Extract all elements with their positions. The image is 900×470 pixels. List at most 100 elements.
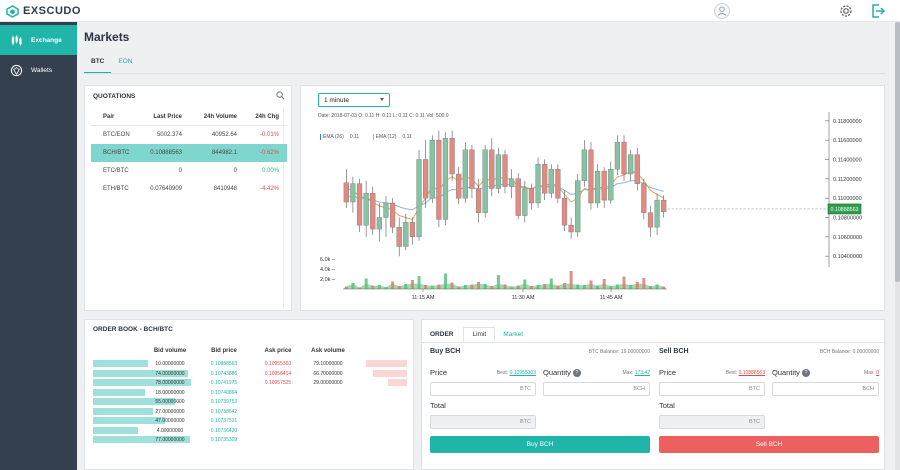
sell-max-value[interactable]: 0 [876, 370, 879, 376]
logout-icon[interactable] [870, 3, 886, 19]
volume-bar [655, 284, 659, 289]
bid-volume[interactable]: 78.00000000 [155, 380, 185, 386]
volume-tick-label: 2.0k – [320, 277, 336, 283]
sell-balance: BCH Balance: 0.00000000 [819, 349, 879, 355]
bid-volume[interactable]: 74.00000000 [155, 370, 185, 377]
volume-bar [443, 273, 447, 289]
bid-price[interactable]: 0.10738642 [210, 408, 238, 415]
candle [601, 170, 607, 201]
bid-price[interactable]: 0.10741975 [210, 380, 238, 386]
buy-price-input[interactable]: BTC [430, 382, 536, 396]
ask-price[interactable]: 0.10957525 [264, 380, 292, 386]
sell-price-input[interactable]: BTC [659, 382, 765, 396]
bid-price[interactable]: 0.10736420 [210, 427, 238, 434]
candlestick-chart[interactable]: 0.11800000 0.11600000 0.11400000 0.11200000… [301, 86, 886, 312]
sidebar: Exchange Wallets [0, 22, 77, 470]
candle [350, 183, 356, 203]
help-icon[interactable]: ? [572, 369, 581, 378]
candle [502, 154, 508, 187]
buy-quantity-label: Quantity? [543, 368, 581, 378]
volume-bar [516, 285, 520, 289]
sidebar-item-wallets[interactable]: Wallets [0, 55, 77, 85]
quotation-row[interactable]: BTC/EON 5002.374 40952.64 -0.01% [91, 126, 287, 144]
quotation-volume: 844982.1 [211, 150, 237, 156]
bid-price[interactable]: 0.10888563 [210, 361, 238, 367]
candle [356, 183, 363, 226]
buy-form: Buy BCH BTC Balance: 19.00000000 Price B… [430, 348, 650, 468]
quotation-row[interactable]: ETH/BTC 0.07640909 8410948 -4.42% [91, 180, 287, 198]
ask-price[interactable]: 0.10956414 [264, 370, 292, 377]
bid-price[interactable]: 0.10739753 [210, 399, 238, 405]
candle [522, 188, 528, 216]
volume-bar [609, 286, 613, 289]
bid-depth-bar [93, 379, 191, 386]
bid-price[interactable]: 0.10735309 [210, 437, 238, 443]
timeframe-select[interactable]: 1 minute [318, 93, 390, 107]
chevron-down-icon [380, 98, 384, 101]
sidebar-item-exchange[interactable]: Exchange [0, 25, 77, 55]
volume-bar [358, 287, 362, 289]
buy-max-hint[interactable]: Max: 173.42 [610, 370, 650, 376]
bid-price[interactable]: 0.10737531 [210, 418, 238, 424]
volume-bar [391, 281, 395, 289]
bid-price[interactable]: 0.10743886 [210, 370, 238, 377]
price-tick-label: 0.10600000 [833, 235, 862, 241]
bid-volume[interactable]: 10.00000000 [155, 361, 185, 367]
bid-volume[interactable]: 47.00000000 [155, 418, 185, 424]
quotation-row[interactable]: BCH/BTC 0.10888563 844982.1 -0.62% [91, 144, 287, 162]
bid-volume[interactable]: 4.00000000 [156, 427, 184, 434]
buy-best-hint[interactable]: Best: 0.10955303 [490, 370, 536, 376]
logo[interactable]: EXSCUDO [6, 3, 81, 19]
volume-bar [371, 285, 375, 289]
sell-best-value[interactable]: 0.10888563 [738, 370, 765, 376]
buy-best-value[interactable]: 0.10955303 [509, 370, 536, 376]
bid-price[interactable]: 0.10740864 [210, 389, 238, 396]
ask-depth-bar [372, 369, 407, 377]
volume-bar [410, 280, 414, 289]
volume-bar [529, 286, 533, 289]
candlestick-icon [11, 34, 22, 46]
tab-market[interactable]: Market [503, 330, 524, 338]
candle [456, 173, 462, 199]
buy-quantity-text: Quantity [543, 368, 571, 377]
bid-depth-bar [93, 360, 148, 367]
sell-best-hint[interactable]: Best: 0.10888563 [717, 370, 765, 376]
quotation-chg: 0.00% [261, 168, 279, 174]
candle [528, 188, 535, 204]
tab-btc[interactable]: BTC [84, 55, 112, 74]
bid-volume[interactable]: 77.00000000 [155, 437, 185, 443]
sell-max-hint[interactable]: Max: 0 [839, 370, 879, 376]
tab-limit[interactable]: Limit [463, 327, 496, 341]
ohlc-readout: Date: 2018-07-03 O: 0.11 H: 0.11 L: 0.11… [318, 113, 449, 119]
quotation-row[interactable]: ETC/BTC 0 0 0.00% [91, 162, 287, 180]
search-icon[interactable] [276, 91, 285, 100]
bid-volume[interactable]: 55.00000000 [155, 399, 185, 405]
ask-volume[interactable]: 66.70000000 [313, 370, 343, 377]
scrollbar[interactable] [895, 22, 900, 470]
buy-max-value[interactable]: 173.42 [634, 370, 650, 376]
help-icon[interactable]: ? [801, 369, 810, 378]
timeframe-value: 1 minute [324, 97, 349, 104]
buy-button[interactable]: Buy BCH [430, 436, 650, 453]
ask-volume[interactable]: 79.10000000 [313, 361, 343, 367]
quotation-volume: 40952.64 [211, 132, 237, 138]
buy-quantity-input[interactable]: BCH [543, 382, 650, 396]
sell-button[interactable]: Sell BCH [659, 436, 879, 453]
volume-bar [563, 283, 567, 289]
gear-icon[interactable] [838, 3, 854, 19]
ask-price[interactable]: 0.10955303 [264, 361, 292, 367]
volume-bar [536, 285, 540, 289]
candle [588, 149, 594, 204]
candle [376, 217, 382, 230]
user-avatar[interactable] [714, 3, 730, 19]
candle [628, 154, 634, 175]
ask-volume[interactable]: 29.00000000 [313, 380, 343, 386]
scrollbar-thumb[interactable] [895, 22, 900, 282]
bid-volume[interactable]: 27.00000000 [155, 408, 185, 415]
order-book-title: ORDER BOOK - BCH/BTC [93, 326, 173, 333]
bid-volume[interactable]: 18.00000000 [155, 389, 185, 396]
candle [548, 168, 554, 194]
tab-eon[interactable]: EON [118, 58, 133, 65]
col-ask-volume: Ask volume [311, 348, 345, 354]
sell-quantity-input[interactable]: BCH [772, 382, 879, 396]
